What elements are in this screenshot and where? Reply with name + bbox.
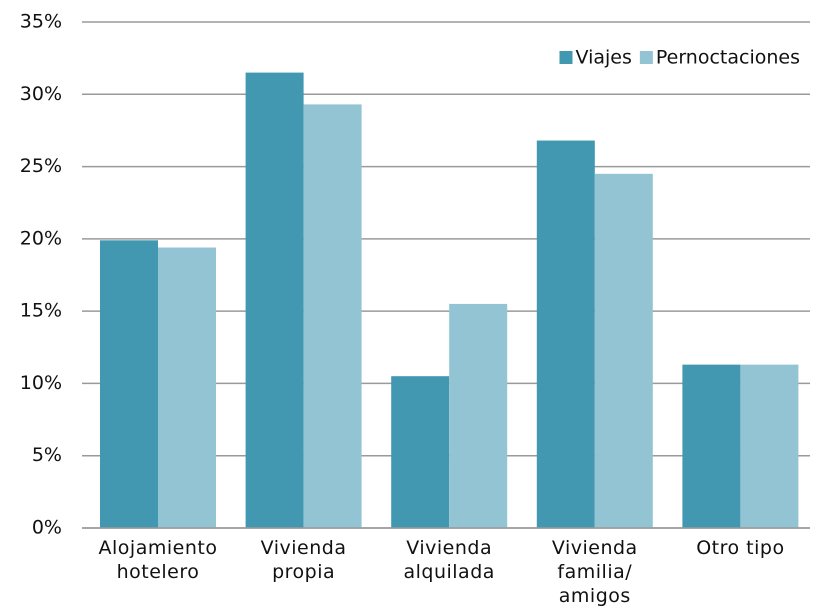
- y-tick-label: 5%: [32, 444, 62, 466]
- y-tick-label: 15%: [20, 300, 62, 322]
- y-tick-label: 25%: [20, 155, 62, 177]
- bar: [449, 303, 508, 528]
- legend-label: Viajes: [575, 47, 631, 69]
- bar: [100, 240, 158, 528]
- bar: [594, 173, 653, 529]
- y-tick-label: 0%: [32, 517, 62, 539]
- x-tick-label: Otro tipo: [696, 537, 785, 559]
- legend-swatch: [639, 51, 653, 64]
- bar: [158, 247, 216, 528]
- y-tick-label: 10%: [20, 372, 62, 394]
- legend-swatch: [559, 51, 573, 64]
- bar: [245, 72, 304, 528]
- y-tick-label: 20%: [20, 227, 62, 249]
- bar: [682, 364, 741, 528]
- legend-label: Pernoctaciones: [656, 47, 800, 69]
- y-tick-label: 35%: [20, 11, 62, 33]
- bar: [536, 140, 595, 528]
- bar: [303, 104, 362, 529]
- y-tick-label: 30%: [20, 83, 62, 105]
- x-tick-label: Vivienda familia/ amigos: [551, 537, 638, 607]
- bar: [740, 364, 799, 528]
- x-tick-label: Vivienda propia: [260, 537, 347, 583]
- x-tick-label: Alojamiento hotelero: [98, 537, 218, 583]
- bar: [391, 376, 450, 528]
- x-tick-label: Vivienda alquilada: [403, 537, 495, 583]
